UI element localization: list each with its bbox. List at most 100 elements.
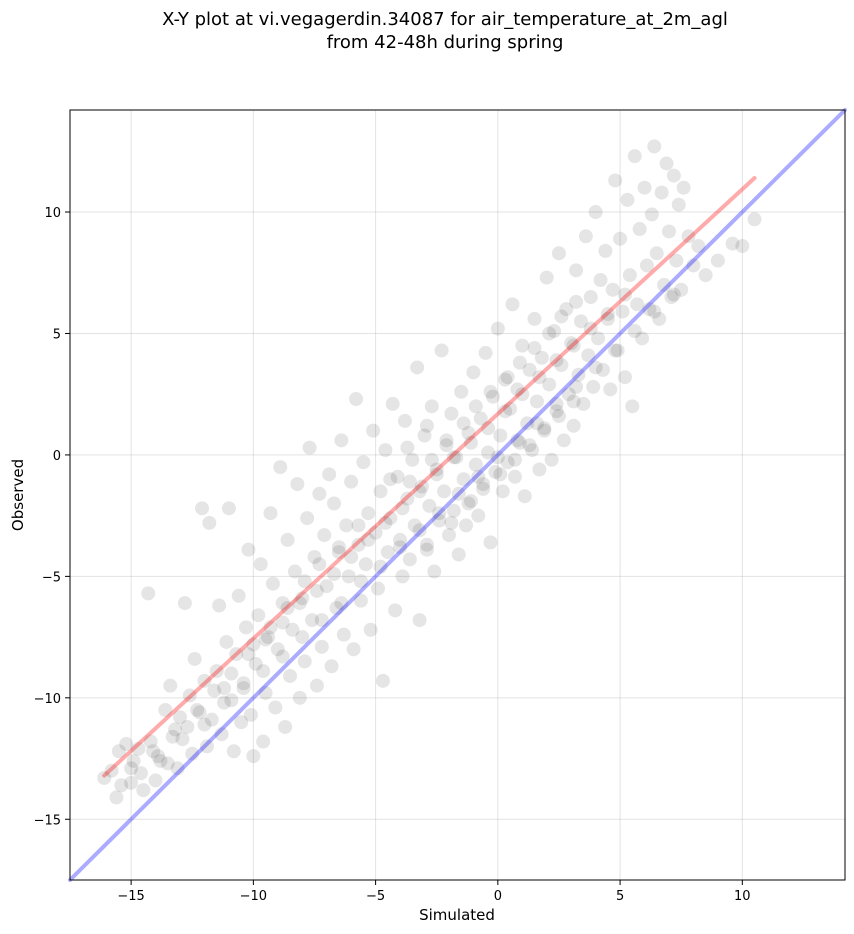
data-point bbox=[725, 236, 740, 251]
data-point bbox=[515, 387, 530, 402]
data-point bbox=[603, 382, 618, 397]
data-point bbox=[295, 630, 310, 645]
data-point bbox=[353, 593, 368, 608]
data-point bbox=[405, 452, 420, 467]
data-point bbox=[461, 496, 476, 511]
data-point bbox=[503, 401, 518, 416]
data-point bbox=[346, 642, 361, 657]
data-point bbox=[300, 511, 315, 526]
chart-title-line1: X-Y plot at vi.vegagerdin.34087 for air_… bbox=[162, 9, 728, 30]
data-point bbox=[278, 719, 293, 734]
data-point bbox=[197, 717, 212, 732]
data-point bbox=[331, 540, 346, 555]
data-point bbox=[566, 338, 581, 353]
data-point bbox=[283, 668, 298, 683]
data-point bbox=[617, 370, 632, 385]
data-point bbox=[324, 659, 339, 674]
data-point bbox=[581, 348, 596, 363]
data-point bbox=[449, 450, 464, 465]
data-point bbox=[221, 501, 236, 516]
data-point bbox=[393, 532, 408, 547]
y-tick-label: −10 bbox=[34, 692, 61, 707]
data-point bbox=[471, 469, 486, 484]
axis-ticks: −15 −10 −5 0 5 10 −15 −10 −5 0 5 10 bbox=[34, 206, 751, 904]
data-point bbox=[356, 455, 371, 470]
data-point bbox=[182, 688, 197, 703]
data-point bbox=[280, 600, 295, 615]
x-tick-label: −5 bbox=[366, 889, 385, 904]
data-point bbox=[554, 309, 569, 324]
data-point bbox=[532, 462, 547, 477]
data-point bbox=[512, 355, 527, 370]
data-point bbox=[446, 503, 461, 518]
data-point bbox=[483, 535, 498, 550]
data-point bbox=[351, 537, 366, 552]
data-point bbox=[424, 399, 439, 414]
data-point bbox=[219, 634, 234, 649]
data-point bbox=[275, 596, 290, 611]
data-point bbox=[666, 168, 681, 183]
data-point bbox=[226, 744, 241, 759]
data-point bbox=[583, 321, 598, 336]
data-point bbox=[630, 297, 645, 312]
data-point bbox=[400, 491, 415, 506]
data-point bbox=[424, 452, 439, 467]
data-point bbox=[378, 515, 393, 530]
data-point bbox=[141, 586, 156, 601]
x-tick-label: −15 bbox=[117, 889, 144, 904]
data-point bbox=[268, 700, 283, 715]
data-point bbox=[192, 705, 207, 720]
data-point bbox=[168, 722, 183, 737]
data-point bbox=[368, 525, 383, 540]
data-point bbox=[661, 224, 676, 239]
data-point bbox=[258, 632, 273, 647]
x-tick-label: 5 bbox=[616, 889, 624, 904]
data-point bbox=[622, 268, 637, 283]
data-point bbox=[500, 370, 515, 385]
data-point bbox=[217, 681, 232, 696]
data-point bbox=[608, 173, 623, 188]
data-point bbox=[265, 576, 280, 591]
data-point bbox=[366, 423, 381, 438]
data-point bbox=[551, 246, 566, 261]
data-point bbox=[666, 287, 681, 302]
data-point bbox=[566, 418, 581, 433]
data-point bbox=[400, 440, 415, 455]
data-point bbox=[285, 622, 300, 637]
data-point bbox=[578, 229, 593, 244]
data-point bbox=[263, 506, 278, 521]
data-point bbox=[158, 702, 173, 717]
data-point bbox=[109, 790, 124, 805]
data-point bbox=[280, 532, 295, 547]
data-point bbox=[593, 273, 608, 288]
data-point bbox=[295, 591, 310, 606]
data-point bbox=[432, 513, 447, 528]
data-point bbox=[627, 149, 642, 164]
data-point bbox=[246, 637, 261, 652]
data-point bbox=[610, 343, 625, 358]
data-point bbox=[160, 756, 175, 771]
data-point bbox=[510, 382, 525, 397]
data-point bbox=[314, 613, 329, 628]
data-point bbox=[451, 486, 466, 501]
data-point bbox=[331, 545, 346, 560]
data-point bbox=[334, 596, 349, 611]
data-point bbox=[747, 212, 762, 227]
data-point bbox=[681, 229, 696, 244]
x-tick-label: 0 bbox=[494, 889, 502, 904]
chart-subtitle: from 42-48h during spring bbox=[326, 32, 564, 53]
y-tick-label: 5 bbox=[53, 327, 61, 342]
data-point bbox=[429, 467, 444, 482]
data-point bbox=[292, 690, 307, 705]
data-point bbox=[686, 258, 701, 273]
data-point bbox=[490, 321, 505, 336]
data-point bbox=[473, 411, 488, 426]
data-point bbox=[654, 185, 669, 200]
data-point bbox=[361, 532, 376, 547]
data-point bbox=[642, 302, 657, 317]
data-point bbox=[549, 404, 564, 419]
data-point bbox=[539, 270, 554, 285]
data-point bbox=[635, 331, 650, 346]
plot-frame bbox=[69, 109, 846, 881]
